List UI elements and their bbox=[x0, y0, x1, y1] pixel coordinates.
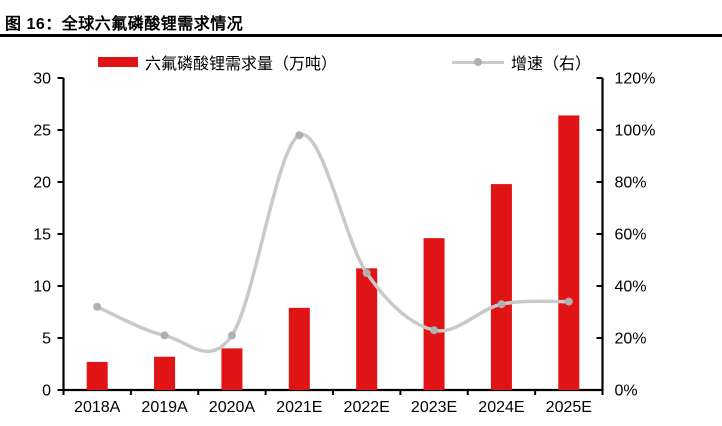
left-axis-tick-label: 10 bbox=[33, 279, 51, 296]
bar-2024E bbox=[490, 184, 512, 390]
x-axis-label-2024E: 2024E bbox=[478, 399, 524, 416]
growth-marker-2019A bbox=[160, 331, 169, 340]
right-axis-tick-label: 80% bbox=[615, 175, 647, 192]
bar-series-label: 六氟磷酸锂需求量（万吨） bbox=[145, 56, 338, 73]
right-axis-tick-label: 40% bbox=[615, 279, 647, 296]
right-axis-tick-label: 100% bbox=[615, 123, 656, 140]
right-axis-tick-label: 60% bbox=[615, 227, 647, 244]
left-axis-tick-label: 5 bbox=[42, 331, 51, 348]
right-axis-tick-label: 0% bbox=[615, 383, 638, 400]
bar-2020A bbox=[221, 348, 243, 390]
growth-marker-2023E bbox=[430, 326, 439, 335]
right-axis-tick-label: 120% bbox=[615, 71, 656, 88]
growth-line bbox=[95, 133, 571, 353]
left-axis-tick-label: 30 bbox=[33, 71, 51, 88]
x-axis-label-2018A: 2018A bbox=[74, 399, 121, 416]
left-axis-tick-label: 25 bbox=[33, 123, 51, 140]
x-axis-label-2020A: 2020A bbox=[209, 399, 256, 416]
title-underline bbox=[0, 34, 722, 37]
line-series-swatch bbox=[452, 57, 504, 67]
left-axis-tick-label: 0 bbox=[42, 383, 51, 400]
left-axis-tick-label: 20 bbox=[33, 175, 51, 192]
growth-marker-2020A bbox=[227, 331, 236, 340]
bar-series-swatch bbox=[98, 57, 138, 67]
bar-2022E bbox=[356, 268, 378, 390]
line-swatch-marker-icon bbox=[474, 58, 482, 66]
x-axis-label-2025E: 2025E bbox=[546, 399, 592, 416]
left-axis-tick-label: 15 bbox=[33, 227, 51, 244]
bar-2021E bbox=[288, 307, 310, 390]
growth-marker-2018A bbox=[93, 302, 102, 311]
line-series-label: 增速（右） bbox=[511, 56, 592, 73]
right-axis-tick-label: 20% bbox=[615, 331, 647, 348]
growth-marker-2025E bbox=[564, 297, 573, 306]
x-axis-label-2021E: 2021E bbox=[276, 399, 322, 416]
growth-marker-2022E bbox=[362, 269, 371, 277]
bar-2025E bbox=[558, 115, 580, 390]
legend-item-demand: 六氟磷酸锂需求量（万吨） bbox=[98, 52, 338, 73]
x-axis-label-2022E: 2022E bbox=[344, 399, 390, 416]
bar-2023E bbox=[423, 238, 445, 390]
chart-legend: 六氟磷酸锂需求量（万吨） 增速（右） bbox=[0, 52, 722, 73]
growth-marker-2021E bbox=[295, 131, 304, 140]
bar-2018A bbox=[86, 361, 108, 390]
x-axis-label-2019A: 2019A bbox=[141, 399, 188, 416]
figure-title: 图 16：全球六氟磷酸锂需求情况 bbox=[5, 16, 244, 33]
bar-2019A bbox=[154, 356, 176, 390]
legend-item-growth: 增速（右） bbox=[452, 52, 592, 73]
x-axis-label-2023E: 2023E bbox=[411, 399, 457, 416]
growth-marker-2024E bbox=[497, 300, 506, 309]
